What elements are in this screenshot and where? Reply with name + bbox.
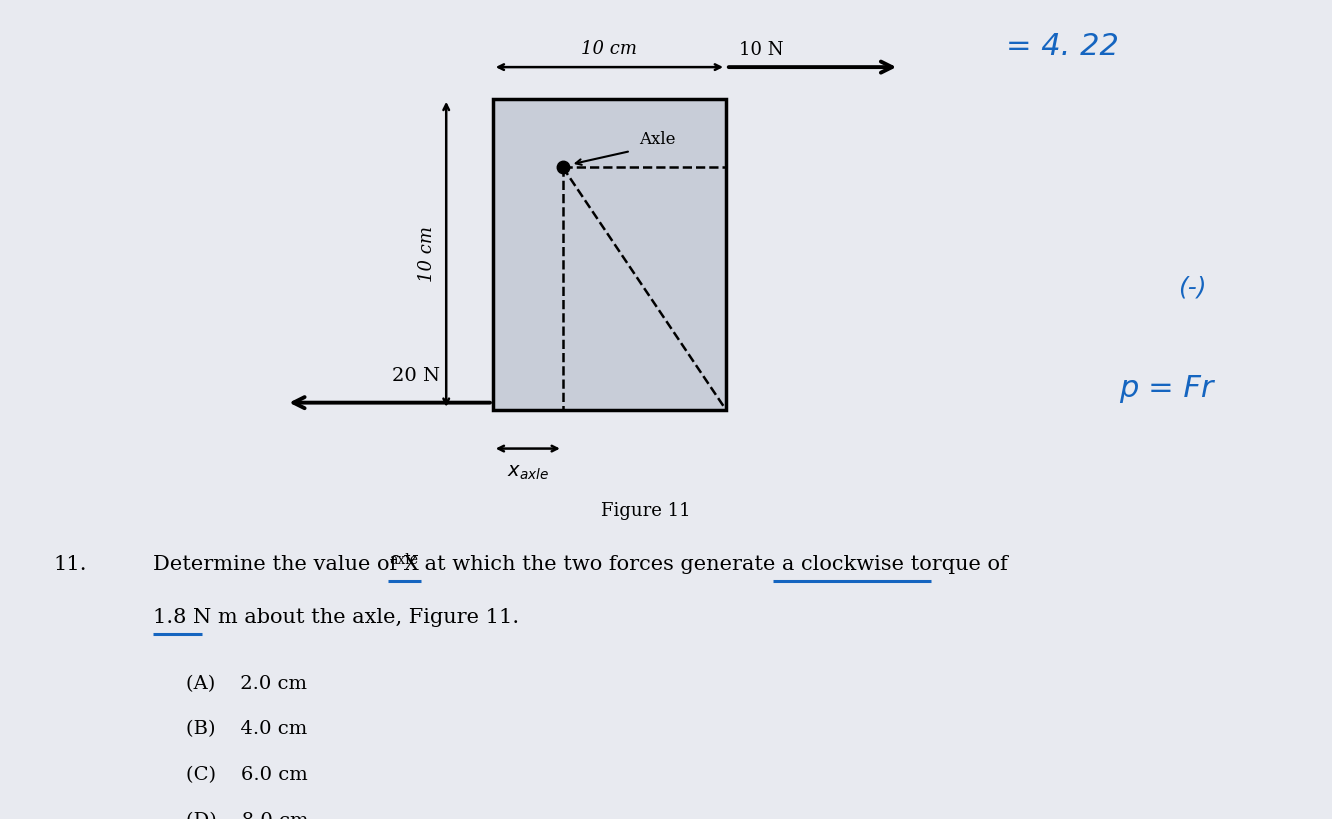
Text: (C)    6.0 cm: (C) 6.0 cm <box>186 767 308 785</box>
Text: 1.8 N m about the axle, Figure 11.: 1.8 N m about the axle, Figure 11. <box>153 608 519 627</box>
Text: 10 N: 10 N <box>739 41 783 59</box>
Text: Axle: Axle <box>639 131 675 148</box>
Text: 10 cm: 10 cm <box>581 40 638 58</box>
Text: Determine the value of X: Determine the value of X <box>153 554 420 573</box>
Bar <box>493 99 726 410</box>
Text: Figure 11: Figure 11 <box>601 501 691 519</box>
Text: p = Fr: p = Fr <box>1119 374 1213 404</box>
Text: (B)    4.0 cm: (B) 4.0 cm <box>186 721 308 739</box>
Text: 10 cm: 10 cm <box>417 226 436 283</box>
Text: (A)    2.0 cm: (A) 2.0 cm <box>186 675 308 693</box>
Text: axle: axle <box>390 553 418 567</box>
Text: = 4. 22: = 4. 22 <box>1006 32 1119 61</box>
Text: at which the two forces generate a clockwise torque of: at which the two forces generate a clock… <box>418 554 1008 573</box>
Text: (-): (-) <box>1177 275 1207 300</box>
Text: $x_{axle}$: $x_{axle}$ <box>506 464 549 482</box>
Text: 20 N: 20 N <box>392 367 440 385</box>
Text: 11.: 11. <box>53 554 87 573</box>
Text: (D)    8.0 cm: (D) 8.0 cm <box>186 812 309 819</box>
